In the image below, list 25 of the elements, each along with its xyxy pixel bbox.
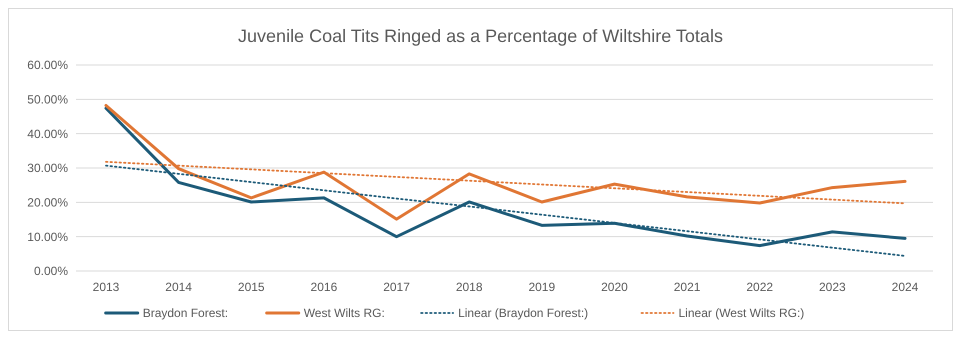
y-tick-label: 20.00% (27, 196, 68, 210)
x-tick-label: 2020 (601, 280, 628, 294)
y-tick-label: 40.00% (27, 126, 68, 141)
x-tick-label: 2023 (819, 280, 846, 294)
x-tick-label: 2014 (165, 280, 192, 294)
legend-label: West Wilts RG: (304, 306, 385, 320)
line-series (104, 104, 906, 221)
x-tick-label: 2021 (674, 280, 701, 294)
x-tick-label: 2022 (746, 280, 774, 294)
y-tick-label: 50.00% (27, 92, 68, 107)
y-tick-label: 60.00% (27, 58, 68, 72)
x-tick-label: 2016 (310, 280, 338, 294)
y-tick-label: 10.00% (27, 230, 68, 244)
x-tick-label: 2013 (92, 280, 120, 294)
x-tick-label: 2015 (238, 280, 265, 294)
y-tick-label: 0.00% (34, 264, 68, 278)
y-tick-label: 30.00% (27, 161, 68, 176)
chart-title: Juvenile Coal Tits Ringed as a Percentage of Wiltshire Totals (238, 26, 723, 46)
x-tick-label: 2024 (892, 280, 919, 294)
legend-label: Braydon Forest: (142, 306, 228, 320)
legend-label: Linear (West Wilts RG:) (678, 306, 804, 320)
x-tick-label: 2018 (456, 280, 483, 294)
legend-label: Linear (Braydon Forest:) (458, 306, 588, 320)
x-tick-label: 2017 (383, 280, 410, 294)
x-tick-label: 2019 (528, 280, 556, 294)
